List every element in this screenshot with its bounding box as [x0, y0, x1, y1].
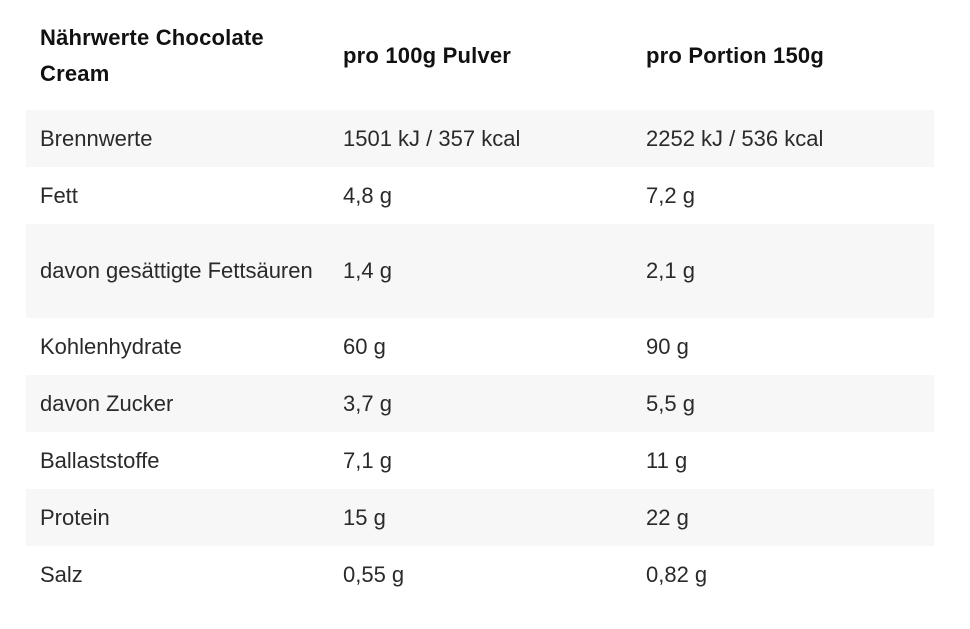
header-per-100g: pro 100g Pulver — [343, 43, 512, 68]
table-header: Nährwerte Chocolate Cream pro 100g Pulve… — [26, 0, 934, 110]
header-nutrients: Nährwerte Chocolate Cream — [40, 25, 264, 86]
table-row: Ballaststoffe 7,1 g 11 g — [26, 432, 934, 489]
table-body: Brennwerte 1501 kJ / 357 kcal 2252 kJ / … — [26, 110, 934, 603]
value-per-portion: 5,5 g — [632, 375, 934, 432]
nutrient-name: Brennwerte — [26, 110, 329, 167]
value-per-100g: 4,8 g — [329, 167, 632, 224]
value-per-portion: 11 g — [632, 432, 934, 489]
value-per-portion: 2252 kJ / 536 kcal — [632, 110, 934, 167]
nutrition-table-container: Nährwerte Chocolate Cream pro 100g Pulve… — [26, 0, 934, 603]
table-row: Kohlenhydrate 60 g 90 g — [26, 318, 934, 375]
table-row: Protein 15 g 22 g — [26, 489, 934, 546]
value-per-100g: 1501 kJ / 357 kcal — [329, 110, 632, 167]
value-per-portion: 0,82 g — [632, 546, 934, 603]
value-per-100g: 0,55 g — [329, 546, 632, 603]
nutrient-name: davon gesättigte Fettsäuren — [26, 224, 329, 318]
value-per-100g: 7,1 g — [329, 432, 632, 489]
nutrition-table: Nährwerte Chocolate Cream pro 100g Pulve… — [26, 0, 934, 603]
value-per-100g: 15 g — [329, 489, 632, 546]
nutrient-name: Fett — [26, 167, 329, 224]
table-row: davon gesättigte Fettsäuren 1,4 g 2,1 g — [26, 224, 934, 318]
value-per-portion: 22 g — [632, 489, 934, 546]
value-per-100g: 3,7 g — [329, 375, 632, 432]
table-row: Salz 0,55 g 0,82 g — [26, 546, 934, 603]
value-per-portion: 2,1 g — [632, 224, 934, 318]
nutrient-name: Protein — [26, 489, 329, 546]
value-per-100g: 1,4 g — [329, 224, 632, 318]
nutrient-name: Salz — [26, 546, 329, 603]
table-row: davon Zucker 3,7 g 5,5 g — [26, 375, 934, 432]
nutrient-name: Ballaststoffe — [26, 432, 329, 489]
table-row: Fett 4,8 g 7,2 g — [26, 167, 934, 224]
nutrient-name: Kohlenhydrate — [26, 318, 329, 375]
nutrient-name: davon Zucker — [26, 375, 329, 432]
header-row: Nährwerte Chocolate Cream pro 100g Pulve… — [26, 0, 934, 110]
value-per-100g: 60 g — [329, 318, 632, 375]
table-row: Brennwerte 1501 kJ / 357 kcal 2252 kJ / … — [26, 110, 934, 167]
value-per-portion: 90 g — [632, 318, 934, 375]
header-per-portion: pro Portion 150g — [646, 43, 824, 68]
value-per-portion: 7,2 g — [632, 167, 934, 224]
